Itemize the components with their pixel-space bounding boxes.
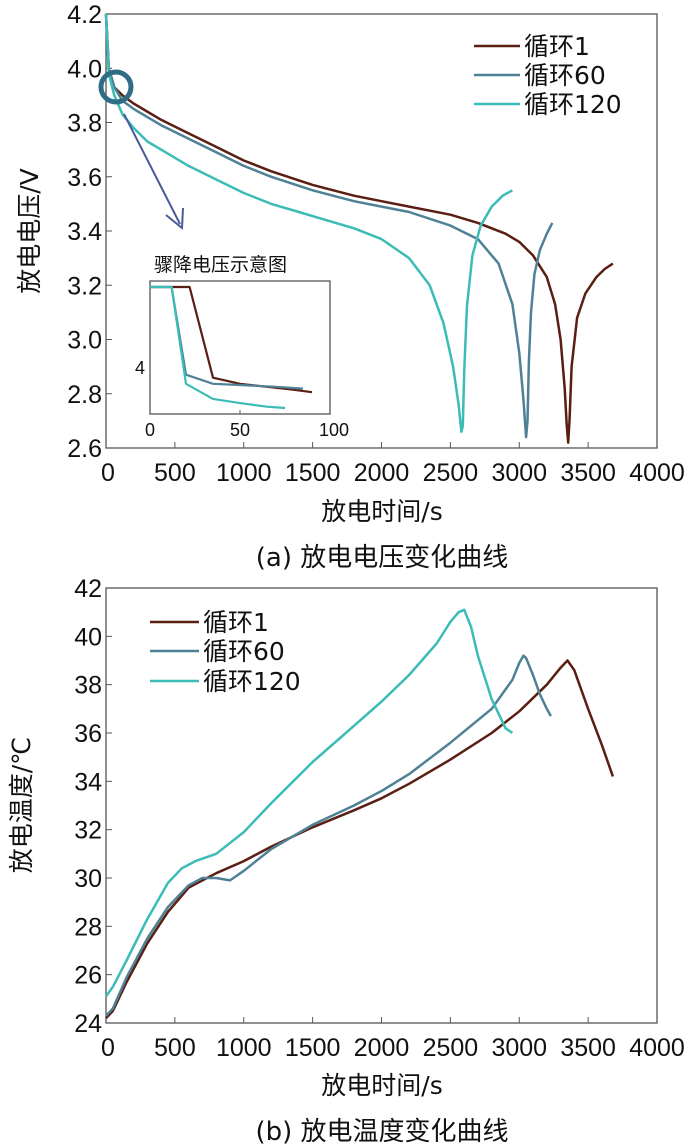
legend-label-cycle60: 循环60	[524, 61, 606, 90]
voltage-legend: 循环1 循环60 循环120	[474, 32, 622, 119]
y-tick-label: 2.6	[67, 435, 102, 463]
temperature-series	[104, 608, 615, 1020]
temperature-legend: 循环1 循环60 循环120	[150, 608, 301, 696]
voltage-y-ticks: 2.6 2.8 3.0 3.2 3.4 3.6 3.8 4.0 4.2	[67, 1, 112, 463]
y-tick-label: 36	[74, 720, 102, 748]
inset-x-ticks: 0 50 100	[145, 410, 349, 440]
x-tick-label: 0	[101, 1034, 115, 1062]
x-tick-label: 0	[101, 459, 115, 487]
temperature-chart: 24 26 28 30 32 34 36 38 40 42 0 500 1000 1500 2000 250…	[7, 575, 685, 1147]
temperature-x-axis-label: 放电时间/s	[321, 1071, 442, 1100]
y-tick-label: 32	[74, 817, 102, 845]
x-tick-label: 2000	[354, 1034, 410, 1062]
legend-label-cycle120: 循环120	[524, 90, 622, 119]
y-tick-label: 42	[74, 575, 102, 603]
arrow-shaft	[123, 113, 181, 225]
x-tick-label: 3000	[491, 459, 547, 487]
inset-series-line-cycle120	[150, 285, 286, 410]
inset-title: 骤降电压示意图	[154, 254, 287, 276]
voltage-series	[104, 13, 614, 444]
x-tick-label: 500	[154, 1034, 196, 1062]
y-tick-label: 3.8	[67, 110, 102, 138]
y-tick-label: 4.0	[67, 55, 102, 83]
x-tick-label: 3500	[560, 459, 616, 487]
y-tick-label: 24	[74, 1010, 102, 1038]
inset-frame	[149, 280, 331, 415]
voltage-x-ticks: 0 500 1000 1500 2000 2500 3000 3500 4000	[101, 442, 685, 487]
inset-chart: 骤降电压示意图 0 50 100 4	[135, 254, 349, 440]
inset-y-tick-label: 4	[135, 358, 145, 378]
series-line-cycle60	[104, 13, 554, 439]
x-tick-label: 3500	[560, 1034, 616, 1062]
y-tick-label: 34	[74, 768, 102, 796]
y-tick-label: 26	[74, 962, 102, 990]
series-line-cycle1	[105, 659, 615, 1020]
inset-series	[150, 285, 313, 410]
temperature-chart-caption: (b) 放电温度变化曲线	[255, 1117, 508, 1147]
y-tick-label: 38	[74, 672, 102, 700]
x-tick-label: 2500	[423, 459, 479, 487]
y-tick-label: 3.2	[67, 272, 102, 300]
voltage-drop-marker-circle	[98, 69, 134, 105]
legend-label-cycle60: 循环60	[203, 637, 285, 666]
legend-label-cycle1: 循环1	[524, 32, 590, 61]
series-line-cycle120	[104, 13, 514, 433]
y-tick-label: 3.0	[67, 327, 102, 355]
x-tick-label: 3000	[491, 1034, 547, 1062]
x-tick-label: 2000	[354, 459, 410, 487]
y-tick-label: 28	[74, 913, 102, 941]
x-tick-label: 4000	[629, 459, 685, 487]
temperature-y-ticks: 24 26 28 30 32 34 36 38 40 42	[74, 575, 112, 1038]
y-tick-label: 40	[74, 623, 102, 651]
inset-x-tick-label: 0	[145, 420, 155, 440]
series-line-cycle60	[105, 654, 552, 1017]
series-line-cycle1	[104, 13, 614, 444]
x-tick-label: 500	[154, 459, 196, 487]
x-tick-label: 2500	[423, 1034, 479, 1062]
x-tick-label: 1500	[285, 1034, 341, 1062]
series-line-cycle120	[104, 608, 514, 998]
y-tick-label: 3.4	[67, 218, 102, 246]
inset-x-tick-label: 50	[230, 420, 250, 440]
arrow-icon	[123, 113, 184, 231]
inset-series-line-cycle1	[150, 285, 313, 394]
x-tick-label: 4000	[629, 1034, 685, 1062]
temperature-x-ticks: 0 500 1000 1500 2000 2500 3000 3500 4000	[101, 1017, 685, 1062]
arrow-head	[165, 207, 184, 231]
legend-label-cycle1: 循环1	[203, 608, 269, 637]
legend-label-cycle120: 循环120	[203, 667, 301, 696]
x-tick-label: 1000	[216, 1034, 272, 1062]
temperature-plot-frame	[105, 587, 658, 1024]
y-tick-label: 4.2	[67, 1, 102, 29]
x-tick-label: 1000	[216, 459, 272, 487]
voltage-y-axis-label: 放电电压/V	[15, 168, 44, 294]
voltage-chart-caption: (a) 放电电压变化曲线	[256, 543, 509, 573]
x-tick-label: 1500	[285, 459, 341, 487]
y-tick-label: 2.8	[67, 381, 102, 409]
inset-x-tick-label: 100	[319, 420, 349, 440]
voltage-x-axis-label: 放电时间/s	[321, 497, 442, 526]
temperature-y-axis-label: 放电温度/℃	[7, 737, 36, 874]
y-tick-label: 30	[74, 865, 102, 893]
y-tick-label: 3.6	[67, 164, 102, 192]
voltage-chart: 2.62.83.03.23.43.63.84.04.2 0 500 1000 1500…	[15, 1, 685, 573]
